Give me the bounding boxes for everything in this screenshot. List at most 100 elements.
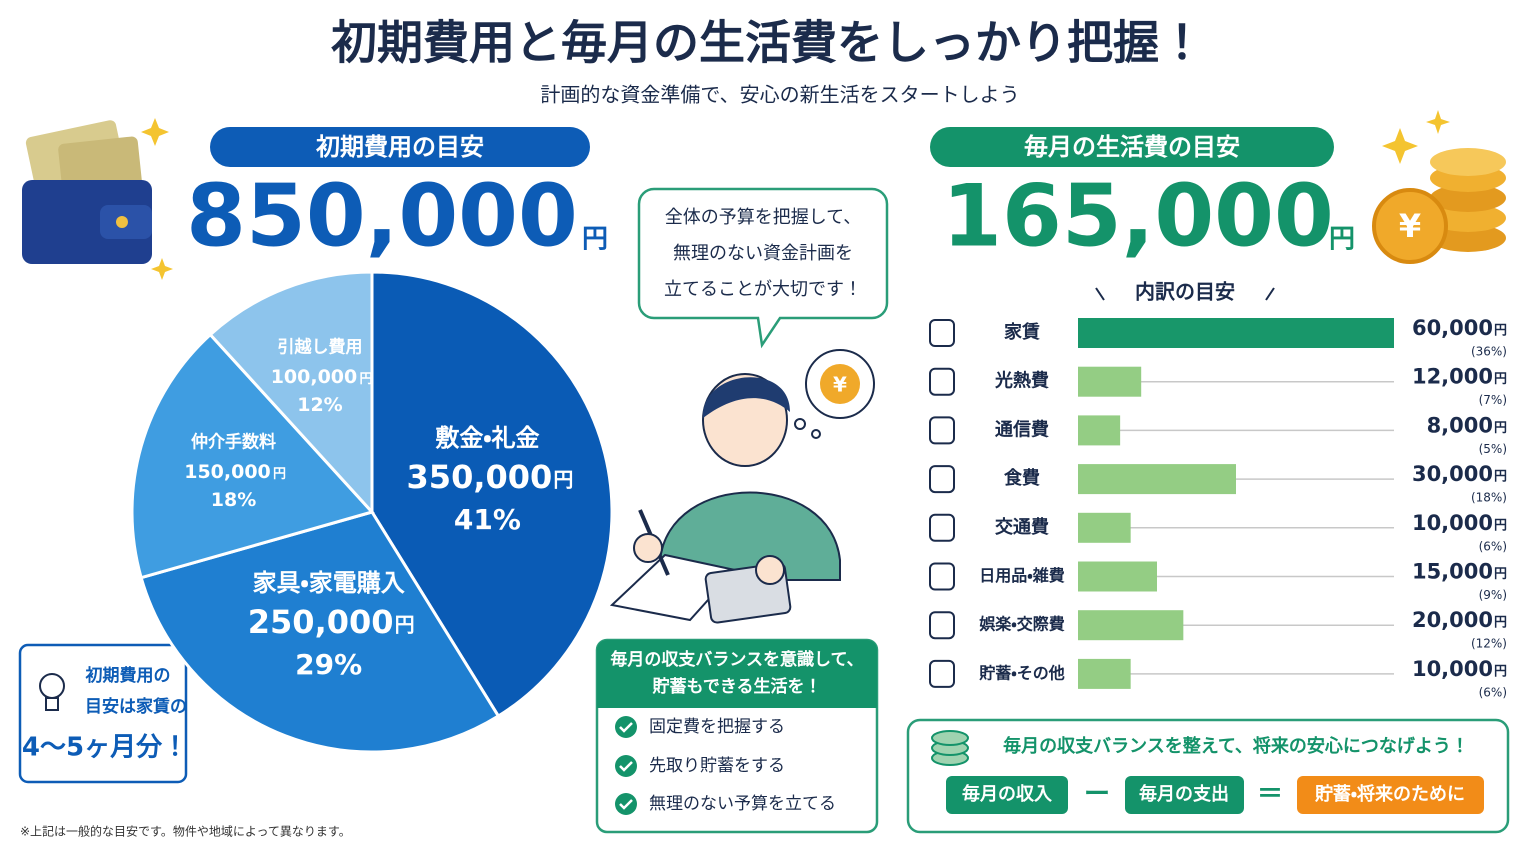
unit: 円 bbox=[582, 225, 608, 255]
slice-unit: 円 bbox=[273, 467, 286, 482]
income-pill bbox=[946, 776, 1068, 814]
coins-icon: ¥ bbox=[1372, 110, 1506, 264]
slice-label: 引越し費用 bbox=[277, 337, 362, 358]
result: 貯蓄・将来のために bbox=[1315, 783, 1465, 805]
value-unit: 円 bbox=[1494, 421, 1507, 436]
bar bbox=[1078, 610, 1184, 641]
decoration bbox=[1265, 287, 1275, 301]
value-unit: 円 bbox=[1494, 664, 1507, 679]
bar bbox=[1078, 464, 1236, 495]
wallet-icon bbox=[22, 118, 173, 280]
percent-label: (6%) bbox=[1479, 685, 1507, 699]
check-icon bbox=[615, 793, 637, 815]
breakdown-heading: 内訳の目安 bbox=[1135, 280, 1235, 304]
speech-line: 全体の予算を把握して、 bbox=[665, 207, 862, 228]
tip-line: 初期費用の bbox=[85, 665, 171, 686]
unit: 円 bbox=[1329, 225, 1355, 255]
speech-bubble bbox=[637, 187, 889, 349]
operator: ＝ bbox=[1257, 780, 1283, 810]
money-icon bbox=[931, 730, 969, 766]
value-unit: 円 bbox=[1494, 372, 1507, 387]
checklist-item: 固定費を把握する bbox=[649, 717, 785, 737]
heading: 毎月の生活費の目安 bbox=[1024, 133, 1240, 161]
bar bbox=[1078, 415, 1121, 446]
value-label: 15,000 bbox=[1412, 560, 1493, 584]
checklist-item: 無理のない予算を立てる bbox=[649, 794, 836, 814]
slice-label: 家具・家電購入 bbox=[253, 569, 405, 597]
value-unit: 円 bbox=[1494, 518, 1507, 533]
heading-pill bbox=[210, 127, 590, 167]
slice-value: 100,000 bbox=[271, 366, 358, 388]
slice-percent: 41% bbox=[454, 503, 521, 536]
bar bbox=[1078, 512, 1131, 543]
category-label: 光熱費 bbox=[994, 370, 1049, 392]
percent-label: (5%) bbox=[1479, 442, 1507, 456]
category-label: 食費 bbox=[1004, 467, 1040, 489]
slice-label: 仲介手数料 bbox=[191, 432, 276, 453]
value-unit: 円 bbox=[1494, 616, 1507, 631]
value-label: 10,000 bbox=[1412, 511, 1493, 535]
person-illustration: ¥ bbox=[609, 349, 875, 624]
balance-title: 毎月の収支バランスを整えて、将来の安心につなげよう！ bbox=[1003, 735, 1469, 757]
bulb-icon bbox=[39, 673, 65, 711]
value-label: 30,000 bbox=[1412, 462, 1493, 486]
slice-percent: 29% bbox=[295, 648, 362, 681]
row-icon bbox=[929, 319, 955, 347]
value-label: 8,000 bbox=[1427, 413, 1493, 437]
pie-slice bbox=[208, 270, 374, 516]
heading: 初期費用の目安 bbox=[315, 133, 484, 161]
category-label: 通信費 bbox=[995, 418, 1049, 440]
pie-slice bbox=[130, 332, 375, 580]
check-icon bbox=[615, 716, 637, 738]
value-label: 20,000 bbox=[1412, 608, 1493, 632]
row-icon bbox=[929, 367, 955, 396]
footnote: ※上記は一般的な目安です。物件や地域によって異なります。 bbox=[20, 824, 351, 839]
total: 165,000 bbox=[942, 166, 1334, 266]
category-label: 交通費 bbox=[995, 516, 1049, 538]
value-label: 10,000 bbox=[1412, 657, 1493, 681]
pie-slice bbox=[370, 270, 614, 719]
value-label: 60,000 bbox=[1412, 316, 1493, 340]
tip-line: 4〜5ヶ月分！ bbox=[22, 733, 188, 763]
bar bbox=[1078, 318, 1394, 348]
checklist-title: 貯蓄もできる生活を！ bbox=[653, 676, 822, 697]
value-unit: 円 bbox=[1494, 470, 1507, 485]
slice-unit: 円 bbox=[553, 468, 573, 492]
checklist-item: 先取り貯蓄をする bbox=[649, 756, 785, 776]
slice-unit: 円 bbox=[359, 372, 372, 387]
pie-slice bbox=[139, 510, 501, 754]
expense: 毎月の支出 bbox=[1139, 783, 1229, 805]
percent-label: (7%) bbox=[1479, 393, 1507, 407]
heading-pill bbox=[930, 127, 1334, 167]
value-unit: 円 bbox=[1494, 567, 1507, 582]
row-icon bbox=[929, 659, 955, 688]
svg-text:¥: ¥ bbox=[1399, 207, 1421, 245]
value-unit: 円 bbox=[1494, 324, 1507, 339]
row-icon bbox=[929, 416, 955, 445]
slice-label: 敷金・礼金 bbox=[435, 424, 539, 452]
category-label: 娯楽・交際費 bbox=[979, 615, 1064, 634]
row-icon bbox=[929, 513, 955, 542]
slice-value: 150,000 bbox=[184, 461, 271, 483]
category-label: 家賃 bbox=[1004, 321, 1040, 343]
total: 850,000 bbox=[186, 166, 578, 266]
income: 毎月の収入 bbox=[962, 783, 1053, 805]
slice-value: 350,000 bbox=[407, 458, 553, 496]
check-icon bbox=[615, 755, 637, 777]
slice-percent: 12% bbox=[297, 394, 342, 416]
category-label: 貯蓄・その他 bbox=[979, 663, 1064, 682]
category-label: 日用品・雑費 bbox=[979, 566, 1064, 585]
slice-unit: 円 bbox=[395, 612, 415, 636]
percent-label: (18%) bbox=[1471, 491, 1507, 505]
title: 初期費用と毎月の生活費をしっかり把握！ bbox=[331, 16, 1205, 70]
percent-label: (9%) bbox=[1479, 588, 1507, 602]
speech-line: 立てることが大切です！ bbox=[664, 279, 862, 300]
percent-label: (36%) bbox=[1471, 345, 1507, 359]
bar bbox=[1078, 658, 1131, 689]
percent-label: (12%) bbox=[1471, 637, 1507, 651]
decoration bbox=[1095, 287, 1105, 301]
svg-text:¥: ¥ bbox=[833, 373, 847, 397]
checklist-header bbox=[597, 640, 877, 708]
percent-label: (6%) bbox=[1479, 539, 1507, 553]
